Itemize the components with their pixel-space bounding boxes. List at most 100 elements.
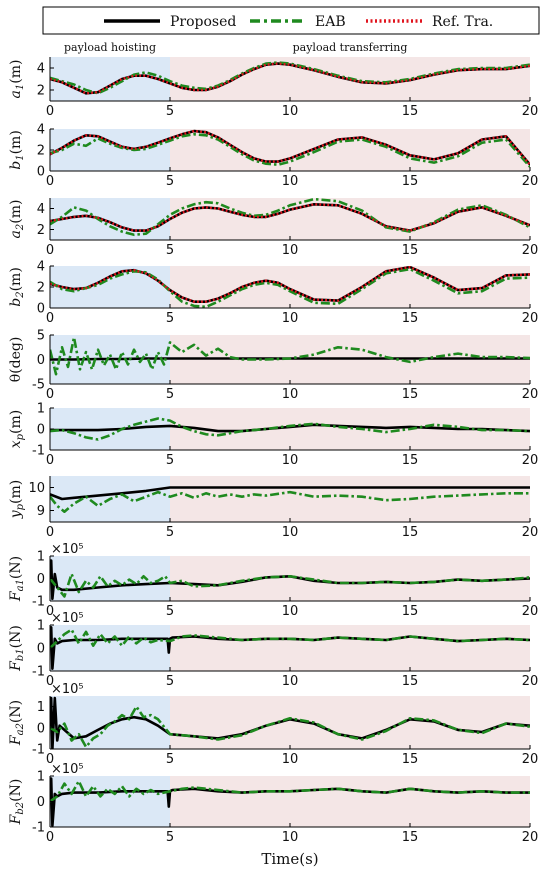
y-tick-label: 0 <box>37 721 45 736</box>
x-tick-label: 10 <box>282 604 299 619</box>
y-tick-label: 0 <box>37 165 45 180</box>
x-tick-label: 15 <box>402 674 419 689</box>
series-line-eab <box>50 628 530 649</box>
x-tick-label: 20 <box>522 104 539 119</box>
y-axis-label: Fb1(N) <box>8 625 26 672</box>
phase-bg-hoisting <box>50 776 170 827</box>
y-axis-label: Fb2(N) <box>8 779 26 826</box>
y-tick-label: 4 <box>37 123 45 138</box>
x-tick-label: 0 <box>46 604 54 619</box>
subplot-7: 9 10 0 5 10 15 20 yp(m) <box>8 476 538 540</box>
phase-bg-transferring <box>170 776 530 827</box>
x-tick-label: 15 <box>402 525 419 540</box>
series-line-eab <box>50 490 530 513</box>
x-tick-label: 5 <box>166 387 174 402</box>
x-tick-label: 20 <box>522 752 539 767</box>
y-tick-label: 1 <box>37 550 45 565</box>
y-tick-label: 1 <box>37 700 45 715</box>
series-line-eab <box>50 133 530 168</box>
y-tick-label: 4 <box>37 202 45 217</box>
x-tick-label: 10 <box>282 752 299 767</box>
x-tick-label: 0 <box>46 387 54 402</box>
x-tick-label: 15 <box>402 830 419 845</box>
legend-label-ref: Ref. Tra. <box>432 14 493 30</box>
x-tick-label: 0 <box>46 243 54 258</box>
y-tick-label: -1 <box>32 665 45 680</box>
phase-bg-transferring <box>170 625 530 671</box>
y-tick-label: 2 <box>37 281 45 296</box>
x-tick-label: 0 <box>46 525 54 540</box>
phase-bg-hoisting <box>50 198 170 240</box>
phase-bg-transferring <box>170 556 530 601</box>
x-tick-label: 20 <box>522 830 539 845</box>
y-tick-label: 1 <box>37 619 45 634</box>
series-line-ref-tra- <box>50 203 530 232</box>
y-axis-label: a1(m) <box>8 60 26 99</box>
x-axis-label: Time(s) <box>261 850 318 868</box>
phase-bg-hoisting <box>50 129 170 171</box>
x-tick-label: 15 <box>402 243 419 258</box>
x-tick-label: 0 <box>46 752 54 767</box>
x-tick-label: 5 <box>166 674 174 689</box>
axis-scale-label: ×10⁵ <box>51 682 84 697</box>
x-tick-label: 10 <box>282 525 299 540</box>
x-tick-label: 10 <box>282 174 299 189</box>
y-axis-label: a2(m) <box>8 200 26 239</box>
x-tick-label: 5 <box>166 311 174 326</box>
y-tick-label: 5 <box>37 329 45 344</box>
x-tick-label: 20 <box>522 311 539 326</box>
series-line-ref-tra- <box>50 266 530 303</box>
x-tick-label: 20 <box>522 453 539 468</box>
y-tick-label: 4 <box>37 260 45 275</box>
series-line-proposed <box>50 357 530 361</box>
series-line-eab <box>50 705 530 749</box>
x-tick-label: 10 <box>282 387 299 402</box>
series-line-eab <box>50 572 530 598</box>
phase-bg-transferring <box>170 198 530 240</box>
legend-label-proposed: Proposed <box>170 14 236 30</box>
x-tick-label: 5 <box>166 752 174 767</box>
y-tick-label: -1 <box>32 595 45 610</box>
x-tick-label: 20 <box>522 387 539 402</box>
phase-bg-hoisting <box>50 556 170 601</box>
subplot-1: payload hoisting payload transferring 2 4 0 5… <box>8 41 538 119</box>
axis-scale-label: ×10⁵ <box>51 611 84 626</box>
y-axis-label: yp(m) <box>8 480 26 520</box>
series-line-proposed <box>50 486 530 501</box>
x-tick-label: 10 <box>282 830 299 845</box>
y-tick-label: 0 <box>37 353 45 368</box>
x-tick-label: 15 <box>402 453 419 468</box>
y-tick-label: 0 <box>37 572 45 587</box>
x-tick-label: 15 <box>402 752 419 767</box>
series-line-eab <box>50 417 530 441</box>
x-tick-label: 20 <box>522 674 539 689</box>
phase-bg-hoisting <box>50 625 170 671</box>
x-tick-label: 10 <box>282 104 299 119</box>
x-tick-label: 10 <box>282 311 299 326</box>
y-tick-label: 0 <box>37 795 45 810</box>
y-axis-label: Fa1(N) <box>8 556 26 602</box>
x-tick-label: 20 <box>522 243 539 258</box>
y-tick-label: 9 <box>37 504 45 519</box>
series-line-ref-tra- <box>50 129 530 166</box>
x-tick-label: 10 <box>282 243 299 258</box>
series-line-eab <box>50 336 530 376</box>
x-tick-label: 0 <box>46 830 54 845</box>
series-line-ref-tra- <box>50 62 530 95</box>
x-tick-label: 5 <box>166 525 174 540</box>
x-tick-label: 10 <box>282 674 299 689</box>
phase-bg-transferring <box>170 476 530 522</box>
x-tick-label: 15 <box>402 174 419 189</box>
y-tick-label: -5 <box>32 378 45 393</box>
x-tick-label: 0 <box>46 453 54 468</box>
phase-label-hoisting: payload hoisting <box>64 41 156 54</box>
x-tick-label: 0 <box>46 104 54 119</box>
